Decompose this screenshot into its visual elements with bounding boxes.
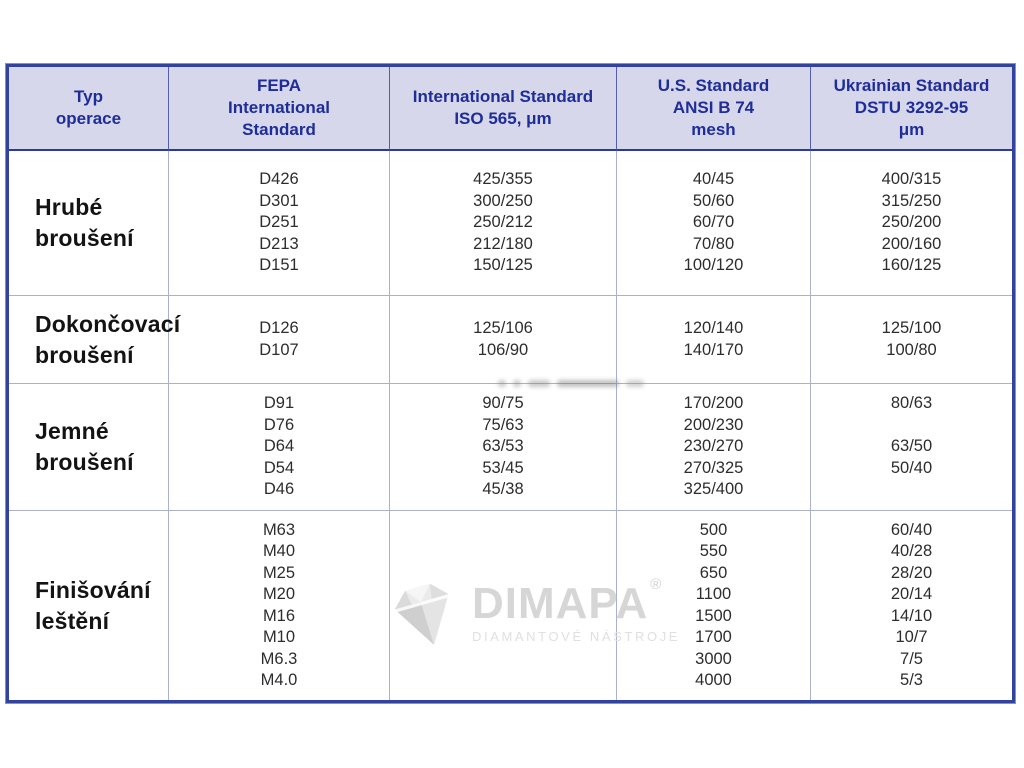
cell-hrube-fepa: D426 D301 D251 D213 D151 (169, 151, 390, 296)
cell-jemne-iso: 90/75 75/63 63/53 53/45 45/38 (390, 384, 617, 511)
cell-finisovani-ukr: 60/40 40/28 28/20 20/14 14/10 10/7 7/5 5… (890, 520, 933, 690)
grit-standards-table: Typ operace FEPA International Standard … (5, 63, 1016, 704)
cell-finisovani-ansi: 500 550 650 1100 1500 1700 3000 4000 (617, 511, 811, 700)
cell-jemne-ukr: 80/63 63/50 50/40 (811, 384, 1012, 511)
cell-jemne-fepa: D91 D76 D64 D54 D46 (169, 384, 390, 511)
header-dstu-3292-95: Ukrainian Standard DSTU 3292-95 μm (811, 67, 1012, 151)
header-iso-565: International Standard ISO 565, μm (390, 67, 617, 151)
cell-hrube-iso: 425/355 300/250 250/212 212/180 150/125 (390, 151, 617, 296)
cell-hrube-ansi: 40/45 50/60 60/70 70/80 100/120 (617, 151, 811, 296)
header-fepa-standard: FEPA International Standard (169, 67, 390, 151)
cell-hrube-ukr: 400/315 315/250 250/200 200/160 160/125 (811, 151, 1012, 296)
header-ansi-b74: U.S. Standard ANSI B 74 mesh (617, 67, 811, 151)
cell-jemne-ansi: 170/200 200/230 230/270 270/325 325/400 (617, 384, 811, 511)
row-label-hrube-brouseni: Hrubé broušení (9, 151, 169, 296)
cell-dokoncovaci-iso: 125/106 106/90 (390, 296, 617, 384)
cell-finisovani-iso (390, 511, 617, 700)
cell-finisovani-fepa: M63 M40 M25 M20 M16 M10 M6.3 M4.0 (169, 511, 390, 700)
cell-dokoncovaci-ukr: 125/100 100/80 (811, 296, 1012, 384)
header-typ-operace: Typ operace (9, 67, 169, 151)
cell-dokoncovaci-fepa: D126 D107 (169, 296, 390, 384)
row-label-finisovani-lesteni: Finišování leštění (9, 511, 169, 700)
row-label-jemne-brouseni: Jemné broušení (9, 384, 169, 511)
cell-dokoncovaci-ansi: 120/140 140/170 (617, 296, 811, 384)
row-label-dokoncovaci-brouseni: Dokončovací broušení (9, 296, 180, 384)
